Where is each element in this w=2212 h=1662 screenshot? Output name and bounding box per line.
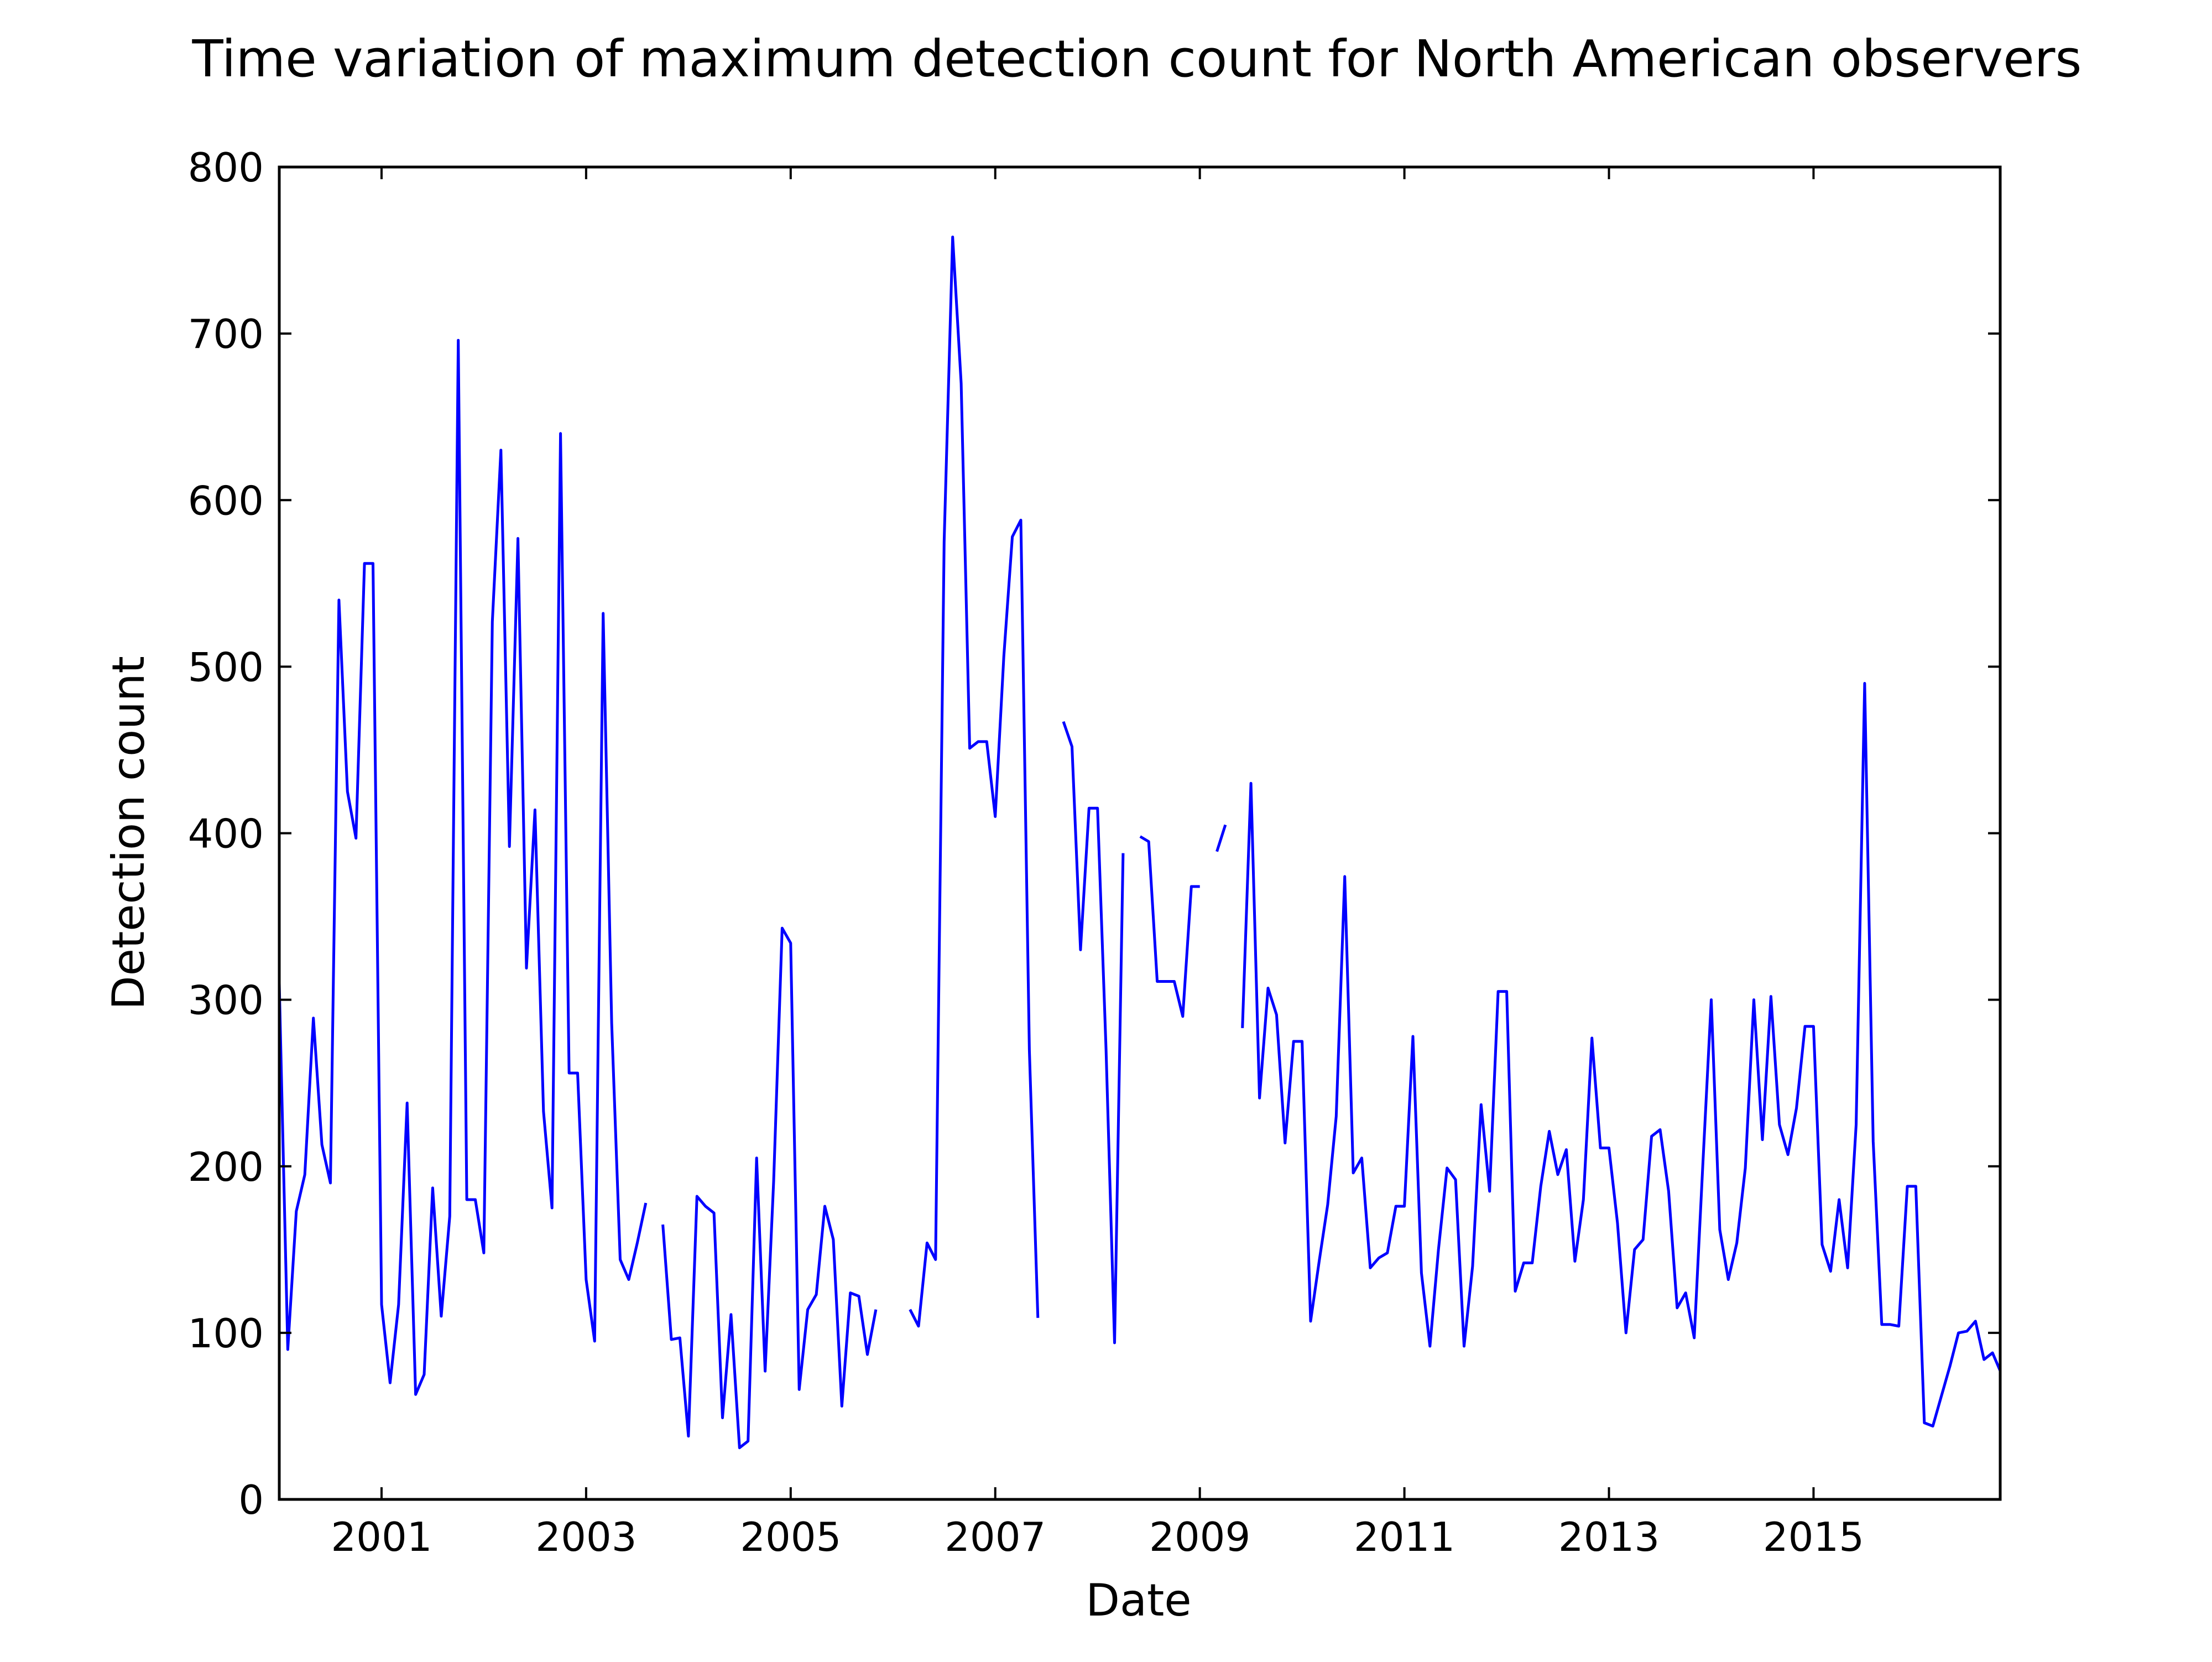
x-tick-label: 2011 [1354,1514,1455,1560]
plot-frame [278,165,2002,1501]
x-tick-label: 2005 [740,1514,841,1560]
x-axis-ticks: 2001 2003 2005 2007 2009 2011 2013 2015 [331,167,1864,1560]
x-tick-label: 2015 [1763,1514,1864,1560]
series-line-segment [661,926,878,1450]
series-line-segment [1215,824,1227,852]
y-tick-label: 0 [238,1477,264,1523]
x-tick-label: 2009 [1149,1514,1250,1560]
series-line-segment [1062,721,1125,1345]
x-tick-label: 2013 [1558,1514,1660,1560]
y-tick-label: 800 [188,144,264,191]
series-line-segment [279,338,648,1396]
chart-title: Time variation of maximum detection coun… [192,29,2082,88]
y-tick-label: 400 [188,811,264,857]
x-tick-label: 2003 [535,1514,637,1560]
plot-area [279,167,2000,1499]
y-tick-label: 600 [188,477,264,524]
y-tick-label: 700 [188,311,264,357]
y-axis-label: Detection count [103,656,154,1010]
series-line-segment [1139,835,1200,1018]
series-line-segment [909,236,1040,1328]
y-tick-label: 500 [188,644,264,690]
x-tick-label: 2001 [331,1514,432,1560]
x-tick-label: 2007 [945,1514,1046,1560]
y-tick-label: 300 [188,977,264,1024]
y-axis-ticks: 0 100 200 300 400 500 600 700 800 [188,144,2000,1523]
series-layer [279,236,2000,1450]
series-line-segment [1241,682,2000,1427]
x-axis-label: Date [1086,1575,1191,1626]
y-tick-label: 200 [188,1144,264,1190]
y-tick-label: 100 [188,1310,264,1357]
